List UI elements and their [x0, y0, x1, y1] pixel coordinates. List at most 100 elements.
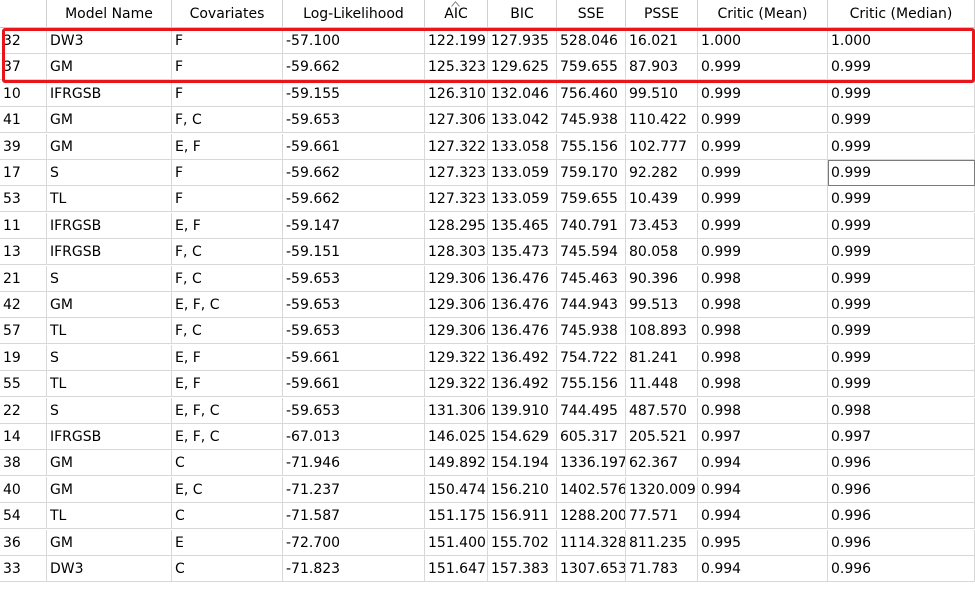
- cell-critic-mean[interactable]: 0.999: [698, 160, 828, 186]
- cell-log-likelihood[interactable]: -59.661: [283, 344, 425, 371]
- cell-bic[interactable]: 133.058: [488, 133, 557, 160]
- cell-covariates[interactable]: E, F, C: [172, 424, 283, 450]
- cell-log-likelihood[interactable]: -59.653: [283, 292, 425, 318]
- cell-psse[interactable]: 110.422: [626, 107, 698, 134]
- cell-row-index[interactable]: 21: [0, 265, 47, 292]
- cell-log-likelihood[interactable]: -59.662: [283, 54, 425, 81]
- cell-critic-mean[interactable]: 0.999: [698, 54, 828, 81]
- cell-covariates[interactable]: C: [172, 503, 283, 530]
- cell-model-name[interactable]: S: [47, 397, 172, 424]
- cell-sse[interactable]: 759.655: [557, 186, 626, 213]
- cell-model-name[interactable]: S: [47, 265, 172, 292]
- cell-bic[interactable]: 133.059: [488, 186, 557, 213]
- cell-aic[interactable]: 129.306: [425, 318, 488, 345]
- cell-bic[interactable]: 135.465: [488, 212, 557, 239]
- cell-model-name[interactable]: IFRGSB: [47, 212, 172, 239]
- cell-aic[interactable]: 131.306: [425, 397, 488, 424]
- cell-row-index[interactable]: 11: [0, 212, 47, 239]
- header-model-name[interactable]: Model Name: [47, 0, 172, 28]
- cell-psse[interactable]: 80.058: [626, 239, 698, 266]
- header-row-index[interactable]: [0, 0, 47, 28]
- cell-aic[interactable]: 129.322: [425, 371, 488, 398]
- cell-psse[interactable]: 16.021: [626, 28, 698, 54]
- cell-log-likelihood[interactable]: -71.237: [283, 476, 425, 503]
- cell-critic-median[interactable]: 0.999: [828, 318, 975, 345]
- cell-psse[interactable]: 99.513: [626, 292, 698, 318]
- cell-model-name[interactable]: GM: [47, 107, 172, 134]
- table-row[interactable]: 10 IFRGSB F -59.155 126.310 132.046 756.460 99.…: [0, 80, 975, 107]
- table-row[interactable]: 14 IFRGSB E, F, C -67.013 146.025 154.629 605.…: [0, 424, 975, 450]
- cell-bic[interactable]: 133.059: [488, 160, 557, 186]
- cell-log-likelihood[interactable]: -59.155: [283, 80, 425, 107]
- cell-critic-median[interactable]: 0.999: [828, 292, 975, 318]
- cell-critic-median[interactable]: 0.999: [828, 54, 975, 81]
- cell-aic[interactable]: 129.322: [425, 344, 488, 371]
- table-row[interactable]: 57 TL F, C -59.653 129.306 136.476 745.938 108.…: [0, 318, 975, 345]
- cell-covariates[interactable]: F, C: [172, 265, 283, 292]
- cell-aic[interactable]: 129.306: [425, 265, 488, 292]
- cell-critic-median[interactable]: 0.999: [828, 186, 975, 213]
- cell-covariates[interactable]: E, F: [172, 133, 283, 160]
- cell-psse[interactable]: 62.367: [626, 450, 698, 477]
- cell-critic-mean[interactable]: 0.998: [698, 371, 828, 398]
- cell-psse[interactable]: 87.903: [626, 54, 698, 81]
- cell-bic[interactable]: 154.629: [488, 424, 557, 450]
- cell-model-name[interactable]: IFRGSB: [47, 239, 172, 266]
- cell-model-name[interactable]: DW3: [47, 556, 172, 582]
- cell-critic-mean[interactable]: 0.999: [698, 212, 828, 239]
- cell-critic-median[interactable]: 0.999: [828, 265, 975, 292]
- cell-psse[interactable]: 11.448: [626, 371, 698, 398]
- cell-sse[interactable]: 745.938: [557, 318, 626, 345]
- cell-critic-median[interactable]: 0.999: [828, 133, 975, 160]
- cell-row-index[interactable]: 38: [0, 450, 47, 477]
- cell-aic[interactable]: 122.199: [425, 28, 488, 54]
- cell-model-name[interactable]: TL: [47, 318, 172, 345]
- cell-aic[interactable]: 151.647: [425, 556, 488, 582]
- cell-sse[interactable]: 759.170: [557, 160, 626, 186]
- table-row[interactable]: 38 GM C -71.946 149.892 154.194 1336.197 62.367…: [0, 450, 975, 477]
- cell-sse[interactable]: 756.460: [557, 80, 626, 107]
- header-aic[interactable]: AIC: [425, 0, 488, 28]
- cell-bic[interactable]: 155.702: [488, 529, 557, 556]
- table-row[interactable]: 11 IFRGSB E, F -59.147 128.295 135.465 740.791…: [0, 212, 975, 239]
- cell-bic[interactable]: 135.473: [488, 239, 557, 266]
- cell-log-likelihood[interactable]: -59.653: [283, 318, 425, 345]
- cell-critic-mean[interactable]: 0.998: [698, 344, 828, 371]
- cell-covariates[interactable]: F: [172, 186, 283, 213]
- cell-row-index[interactable]: 57: [0, 318, 47, 345]
- table-row[interactable]: 19 S E, F -59.661 129.322 136.492 754.722 81.24…: [0, 344, 975, 371]
- cell-bic[interactable]: 133.042: [488, 107, 557, 134]
- cell-row-index[interactable]: 10: [0, 80, 47, 107]
- cell-row-index[interactable]: 54: [0, 503, 47, 530]
- cell-model-name[interactable]: GM: [47, 450, 172, 477]
- cell-log-likelihood[interactable]: -71.587: [283, 503, 425, 530]
- cell-aic[interactable]: 127.322: [425, 133, 488, 160]
- cell-aic[interactable]: 129.306: [425, 292, 488, 318]
- cell-sse[interactable]: 740.791: [557, 212, 626, 239]
- cell-critic-median[interactable]: 0.996: [828, 503, 975, 530]
- cell-sse[interactable]: 1307.653: [557, 556, 626, 582]
- cell-log-likelihood[interactable]: -71.946: [283, 450, 425, 477]
- cell-critic-mean[interactable]: 0.997: [698, 424, 828, 450]
- header-log-likelihood[interactable]: Log-Likelihood: [283, 0, 425, 28]
- cell-psse[interactable]: 73.453: [626, 212, 698, 239]
- cell-model-name[interactable]: TL: [47, 371, 172, 398]
- cell-sse[interactable]: 754.722: [557, 344, 626, 371]
- cell-aic[interactable]: 127.323: [425, 160, 488, 186]
- cell-row-index[interactable]: 53: [0, 186, 47, 213]
- cell-aic[interactable]: 146.025: [425, 424, 488, 450]
- cell-sse[interactable]: 745.594: [557, 239, 626, 266]
- cell-bic[interactable]: 129.625: [488, 54, 557, 81]
- header-critic-median[interactable]: Critic (Median): [828, 0, 975, 28]
- cell-model-name[interactable]: TL: [47, 186, 172, 213]
- cell-aic[interactable]: 151.175: [425, 503, 488, 530]
- cell-critic-mean[interactable]: 0.999: [698, 80, 828, 107]
- cell-covariates[interactable]: F: [172, 80, 283, 107]
- cell-model-name[interactable]: DW3: [47, 28, 172, 54]
- cell-sse[interactable]: 755.156: [557, 133, 626, 160]
- cell-critic-mean[interactable]: 0.994: [698, 503, 828, 530]
- cell-sse[interactable]: 744.943: [557, 292, 626, 318]
- table-row[interactable]: 40 GM E, C -71.237 150.474 156.210 1402.576 132…: [0, 476, 975, 503]
- cell-psse[interactable]: 108.893: [626, 318, 698, 345]
- cell-critic-mean[interactable]: 0.998: [698, 265, 828, 292]
